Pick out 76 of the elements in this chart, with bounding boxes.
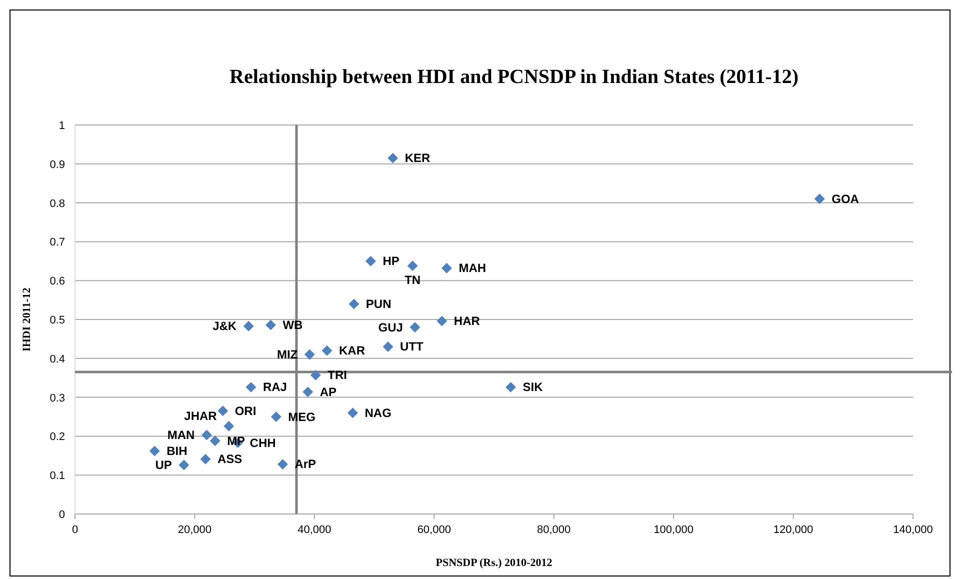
annotation: J&K: [212, 319, 237, 334]
point: [277, 458, 288, 470]
point: [243, 320, 254, 332]
point: [382, 341, 394, 352]
annotation: HAR: [454, 314, 480, 328]
annotation: RAJ: [262, 380, 287, 394]
annotation: BIH: [166, 444, 188, 458]
annotation: NAG: [364, 406, 392, 420]
point: [304, 349, 315, 360]
annotation: GUJ: [378, 320, 403, 334]
y-tick-label: 0.9: [50, 158, 65, 171]
annotation: MEG: [288, 410, 316, 424]
annotation: AP: [320, 384, 337, 399]
point: [149, 446, 160, 456]
x-tick-label: 20,000: [178, 524, 212, 536]
y-tick-label: 0: [58, 509, 65, 521]
annotation: TRI: [328, 368, 347, 382]
y-tick-label: 0.5: [50, 314, 65, 326]
chart-title: Relationship between HDI and PCNSDP in Indian States (2011-12): [230, 66, 798, 88]
annotation: SIK: [522, 380, 544, 394]
x-tick-label: 40,000: [298, 524, 332, 536]
point: [302, 386, 314, 398]
x-tick-label: 0: [72, 524, 78, 536]
annotation: WB: [282, 318, 304, 332]
point: [270, 412, 282, 422]
x-tick-label: 80,000: [537, 524, 571, 536]
point: [224, 420, 234, 432]
y-tick-label: 0.7: [50, 236, 65, 249]
annotation: CHH: [250, 436, 276, 450]
y-tick-label: 0.1: [50, 470, 65, 482]
annotation: UTT: [400, 340, 424, 354]
x-tick-label: 120,000: [773, 524, 814, 536]
annotation: TN: [404, 272, 421, 287]
y-tick-label: 0.6: [50, 276, 65, 288]
x-tick-label: 140,000: [893, 524, 933, 536]
y-tick-label: 0.4: [50, 353, 65, 366]
annotation: ArP: [294, 457, 316, 472]
x-tick-label: 60,000: [417, 524, 451, 536]
y-tick-label: 1: [58, 120, 65, 132]
y-tick-label: 0.2: [50, 431, 65, 444]
y-tick-label: 0.8: [50, 198, 65, 210]
point: [200, 454, 211, 464]
annotation: KER: [404, 151, 431, 166]
point: [347, 408, 358, 418]
annotation: HP: [382, 254, 400, 268]
annotation: JHAR: [184, 409, 218, 424]
annotation: MIZ: [276, 348, 298, 362]
x-axis-title: PSNSDP (Rs.) 2010-2012: [436, 557, 553, 569]
annotation: KAR: [339, 344, 366, 358]
point: [410, 322, 420, 333]
point: [407, 260, 418, 272]
point: [210, 436, 220, 446]
point: [441, 262, 452, 274]
point: [388, 152, 398, 164]
point: [218, 406, 228, 416]
annotation: MAH: [458, 261, 486, 276]
annotation: ORI: [234, 404, 256, 418]
point: [310, 370, 321, 380]
annotation: PUN: [366, 296, 392, 311]
point: [322, 345, 332, 356]
annotation: ASS: [217, 452, 242, 466]
point: [814, 194, 825, 204]
y-axis-title: IHDI 2011-12: [21, 287, 33, 352]
annotation: GOA: [832, 192, 860, 206]
point: [178, 460, 190, 470]
y-tick-label: 0.3: [50, 392, 65, 404]
annotation: MAN: [167, 428, 195, 442]
point: [201, 430, 212, 440]
point: [365, 256, 376, 266]
point: [506, 382, 516, 392]
annotation: UP: [155, 458, 172, 472]
x-tick-label: 100,000: [654, 524, 694, 536]
point: [348, 298, 360, 310]
point: [265, 320, 276, 330]
point: [246, 382, 256, 392]
point: [436, 316, 448, 326]
